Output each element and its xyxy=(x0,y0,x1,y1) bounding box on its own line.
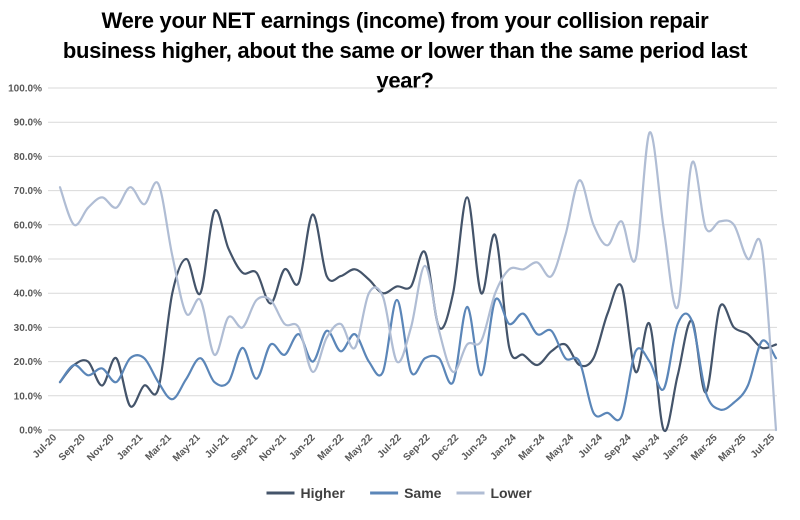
x-tick-label: Sep-20 xyxy=(57,432,88,463)
x-tick-label: Jul-25 xyxy=(749,432,778,461)
y-tick-label: 20.0% xyxy=(14,357,42,368)
x-tick-label: Jan-21 xyxy=(115,432,145,462)
x-tick-label: Mar-25 xyxy=(689,432,720,463)
gridlines xyxy=(48,87,777,397)
x-tick-label: Jul-22 xyxy=(376,432,405,461)
x-tick-label: Jul-24 xyxy=(577,432,606,461)
y-tick-label: 0.0% xyxy=(19,426,42,437)
legend-label: Higher xyxy=(301,485,346,501)
x-tick-label: Mar-22 xyxy=(316,432,347,463)
x-tick-label: Jan-25 xyxy=(661,432,691,462)
x-tick-label: Jun-23 xyxy=(459,432,490,463)
y-tick-label: 80.0% xyxy=(14,152,42,163)
x-tick-label: Mar-24 xyxy=(517,432,548,463)
x-tick-label: Sep-21 xyxy=(229,432,260,463)
x-tick-label: Dec-22 xyxy=(430,432,461,463)
x-tick-label: Sep-22 xyxy=(402,432,433,463)
x-tick-label: May-25 xyxy=(717,432,749,464)
series-line-higher xyxy=(58,196,778,433)
y-axis-ticks: 0.0% 10.0% 20.0% 30.0% 40.0% 50.0% 60.0% 70.0% 8… xyxy=(8,84,42,437)
x-tick-label: Jan-22 xyxy=(287,432,317,462)
legend-item-higher: Higher xyxy=(266,485,346,501)
y-tick-label: 100.0% xyxy=(8,84,42,95)
x-tick-label: Nov-21 xyxy=(258,432,290,464)
series-line-lower xyxy=(58,131,778,432)
x-tick-label: Jan-24 xyxy=(488,432,518,462)
series-lines xyxy=(58,131,778,433)
series-line-same xyxy=(58,297,778,422)
x-tick-label: Jul-21 xyxy=(203,432,232,461)
y-tick-label: 70.0% xyxy=(14,186,42,197)
y-tick-label: 30.0% xyxy=(14,323,42,334)
y-tick-label: 60.0% xyxy=(14,220,42,231)
x-tick-label: Sep-24 xyxy=(603,432,634,463)
x-tick-label: May-22 xyxy=(343,432,375,464)
y-tick-label: 50.0% xyxy=(14,255,42,266)
x-tick-label: May-21 xyxy=(171,432,203,464)
x-tick-label: Nov-20 xyxy=(85,432,117,464)
legend: Higher Same Lower xyxy=(266,485,533,501)
legend-item-lower: Lower xyxy=(456,485,533,501)
legend-label: Same xyxy=(404,485,442,501)
chart-title: Were your NET earnings (income) from you… xyxy=(62,8,748,93)
y-tick-label: 10.0% xyxy=(14,391,42,402)
legend-item-same: Same xyxy=(370,485,442,501)
x-tick-label: Nov-24 xyxy=(631,432,663,464)
x-tick-label: May-24 xyxy=(544,432,576,464)
y-tick-label: 40.0% xyxy=(14,289,42,300)
x-tick-label: Mar-21 xyxy=(143,432,174,463)
legend-label: Lower xyxy=(491,485,533,501)
y-tick-label: 90.0% xyxy=(14,118,42,129)
